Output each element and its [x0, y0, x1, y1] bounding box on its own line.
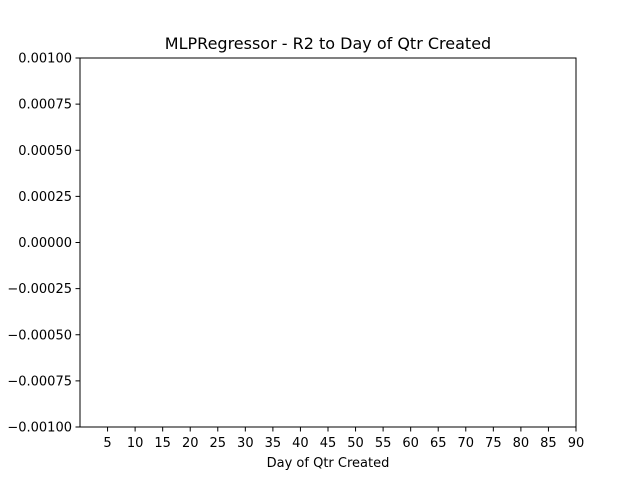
chart-title: MLPRegressor - R2 to Day of Qtr Created [165, 34, 491, 53]
y-tick-label: −0.00025 [7, 282, 72, 297]
y-tick-label: −0.00100 [7, 421, 72, 436]
x-axis-label: Day of Qtr Created [267, 456, 390, 471]
x-tick-label: 60 [402, 436, 419, 451]
x-tick-label: 35 [265, 436, 282, 451]
plot-area-frame [79, 57, 577, 428]
y-tick-label: −0.00050 [7, 328, 72, 343]
x-tick-label: 80 [513, 436, 530, 451]
y-tick-label: 0.00100 [18, 52, 72, 67]
x-axis: 5 10 15 20 25 30 35 40 45 50 55 60 65 70 75 80 85 90 [103, 427, 584, 451]
y-tick-label: 0.00075 [18, 98, 72, 113]
x-tick-label: 20 [182, 436, 199, 451]
y-tick-label: 0.00000 [18, 236, 72, 251]
x-tick-label: 30 [237, 436, 254, 451]
x-tick-label: 10 [127, 436, 144, 451]
x-tick-label: 65 [430, 436, 447, 451]
x-tick-label: 70 [458, 436, 475, 451]
y-tick-label: 0.00050 [18, 144, 72, 159]
x-tick-label: 50 [347, 436, 364, 451]
x-tick-label: 15 [154, 436, 171, 451]
x-tick-label: 25 [210, 436, 227, 451]
y-axis: 0.00100 0.00075 0.00050 0.00025 0.00000 −0.00… [7, 52, 80, 436]
x-tick-label: 90 [568, 436, 585, 451]
x-tick-label: 45 [320, 436, 337, 451]
x-tick-label: 85 [540, 436, 557, 451]
x-tick-label: 5 [103, 436, 111, 451]
y-tick-label: −0.00075 [7, 374, 72, 389]
x-tick-label: 75 [485, 436, 502, 451]
x-tick-label: 55 [375, 436, 392, 451]
x-tick-label: 40 [292, 436, 309, 451]
y-tick-label: 0.00025 [18, 190, 72, 205]
